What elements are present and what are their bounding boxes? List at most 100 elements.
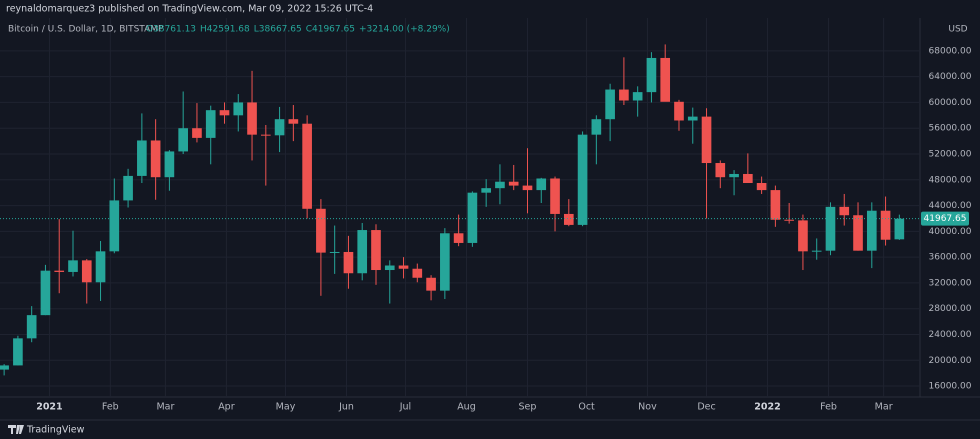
y-tick-label: 64000.00 [929, 72, 972, 82]
quote: O38761.13 H42591.68 L38667.65 C41967.65 +321… [146, 25, 450, 35]
candle-body [247, 102, 257, 135]
candle-body [715, 163, 726, 178]
candle-body [853, 215, 863, 251]
y-tick-label: 20000.00 [929, 356, 972, 366]
candle-body [674, 101, 684, 121]
y-tick-label: 32000.00 [929, 278, 972, 288]
x-tick-label: May [276, 402, 296, 413]
currency: USD [948, 25, 967, 35]
candle-body [343, 251, 354, 274]
candle-body [150, 140, 161, 178]
x-tick-label: Jul [399, 402, 411, 413]
candle-body [440, 233, 450, 291]
candle-body [660, 57, 671, 102]
y-tick-label: 40000.00 [929, 227, 972, 237]
candle-body [605, 89, 615, 120]
candle-body [398, 265, 409, 269]
candle-body [770, 190, 781, 220]
candle-body [109, 200, 120, 252]
axes: 16000.00 20000.00 24000.00 28000.00 32000.00… [36, 46, 972, 412]
candles [0, 44, 920, 376]
candle-body [811, 250, 822, 252]
candle-body [687, 116, 698, 121]
candle-body [591, 119, 602, 135]
quote-value: O38761.13 [146, 25, 196, 35]
candle-body [164, 151, 175, 178]
candle-body [563, 213, 574, 225]
candle-body [178, 128, 188, 152]
publisher-line: reynaldomarquez3 published on TradingVie… [6, 4, 373, 15]
y-tick-label: 56000.00 [929, 124, 972, 134]
candle-body [701, 116, 712, 164]
quote-value: H42591.68 [200, 25, 250, 35]
x-tick-label: 2022 [754, 402, 780, 413]
candle-body [40, 270, 51, 316]
candle-body [453, 233, 464, 243]
symbol: Bitcoin / U.S. Dollar, 1D, BITSTAMP [8, 25, 164, 35]
x-tick-label: Nov [638, 402, 657, 413]
y-tick-label: 44000.00 [929, 201, 972, 211]
x-tick-label: Feb [820, 402, 837, 413]
x-tick-label: Sep [519, 402, 537, 413]
x-tick-label: Aug [457, 402, 476, 413]
candle-body [316, 208, 326, 253]
x-tick-label: 2021 [36, 402, 62, 413]
x-tick-label: Mar [875, 402, 893, 413]
candle-body [357, 230, 368, 274]
candle-body [784, 219, 794, 221]
candle-body [288, 119, 299, 124]
candle-body [577, 134, 588, 225]
candle-body [81, 260, 92, 283]
candle-body [13, 338, 23, 366]
x-tick-label: Oct [578, 402, 595, 413]
last-price-label: 41967.65 [924, 214, 967, 224]
candle-body [756, 183, 767, 191]
y-tick-label: 28000.00 [929, 304, 972, 314]
candle-body [743, 173, 753, 184]
candle-body [205, 110, 216, 138]
x-tick-label: Feb [102, 402, 119, 413]
y-tick-label: 24000.00 [929, 330, 972, 340]
candle-body [233, 102, 244, 116]
quote-value: C41967.65 [306, 25, 355, 35]
grid [0, 18, 920, 397]
candle-body [866, 210, 877, 251]
x-tick-label: Dec [697, 402, 715, 413]
candle-body [68, 260, 78, 272]
candle-body [95, 251, 106, 283]
y-tick-label: 52000.00 [929, 150, 972, 160]
candle-body [26, 315, 37, 339]
candle-body [522, 185, 533, 191]
candle-body [798, 220, 808, 252]
quote-value: +3214.00 (+8.29%) [359, 25, 450, 35]
candle-body [260, 134, 271, 136]
candle-body [0, 365, 9, 370]
candle-body [536, 178, 547, 191]
candle-body [302, 123, 312, 209]
x-tick-label: Jun [338, 402, 354, 413]
candle-body [329, 251, 340, 253]
candle-body [426, 277, 436, 291]
x-tick-label: Apr [218, 402, 235, 413]
candle-body [646, 57, 657, 93]
candle-body [412, 268, 423, 278]
candle-body [274, 119, 285, 136]
candle-body [54, 270, 65, 272]
quote-value: L38667.65 [254, 25, 302, 35]
candle-body [495, 181, 505, 189]
candle-body [839, 206, 850, 216]
y-tick-label: 60000.00 [929, 98, 972, 108]
candle-body [825, 206, 836, 251]
logo [8, 425, 24, 434]
brand: TradingView [26, 425, 85, 436]
candle-body [619, 89, 629, 101]
candle-body [550, 178, 560, 214]
last-price-box [921, 211, 969, 226]
candle-body [137, 140, 147, 176]
candle-body [481, 188, 491, 193]
candle-body [894, 218, 905, 240]
y-tick-label: 68000.00 [929, 46, 972, 56]
candle-body [632, 92, 643, 101]
